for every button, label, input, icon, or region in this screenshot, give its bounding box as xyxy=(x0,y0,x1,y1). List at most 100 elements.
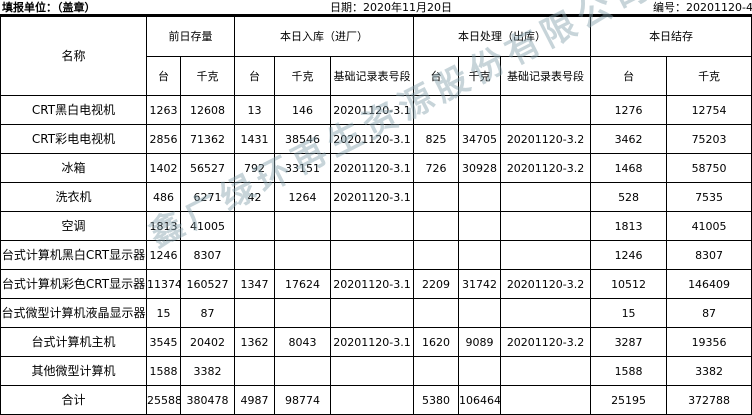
cell-in-units[interactable] xyxy=(234,298,275,328)
cell-prev-units[interactable]: 1402 xyxy=(146,153,181,183)
cell-end-kg[interactable]: 3382 xyxy=(666,356,752,386)
cell-in-record[interactable]: 20201120-3.1 xyxy=(329,153,415,183)
cell-end-kg[interactable]: 8307 xyxy=(666,240,752,270)
cell-out-record[interactable] xyxy=(500,356,592,386)
cell-out-units[interactable] xyxy=(413,356,460,386)
cell-end-units[interactable]: 1468 xyxy=(590,153,668,183)
cell-out-kg[interactable]: 106464 xyxy=(458,385,502,415)
cell-in-kg[interactable]: 98774 xyxy=(274,385,331,415)
cell-in-record[interactable] xyxy=(329,240,415,270)
cell-in-record[interactable] xyxy=(329,211,415,241)
cell-name[interactable]: CRT彩电电视机 xyxy=(0,124,147,154)
cell-end-units[interactable]: 1588 xyxy=(590,356,668,386)
cell-prev-units[interactable]: 1246 xyxy=(146,240,181,270)
cell-out-record[interactable] xyxy=(500,298,592,328)
cell-out-units[interactable] xyxy=(413,298,460,328)
cell-out-kg[interactable]: 9089 xyxy=(458,327,502,357)
cell-in-kg[interactable]: 1264 xyxy=(274,182,331,212)
cell-out-units[interactable]: 5380 xyxy=(413,385,460,415)
cell-in-units[interactable]: 42 xyxy=(234,182,275,212)
cell-in-kg[interactable]: 146 xyxy=(274,95,331,125)
cell-end-units[interactable]: 1813 xyxy=(590,211,668,241)
cell-out-units[interactable] xyxy=(413,95,460,125)
cell-prev-kg[interactable]: 8307 xyxy=(180,240,235,270)
cell-out-record[interactable]: 20201120-3.2 xyxy=(500,153,592,183)
cell-end-kg[interactable]: 7535 xyxy=(666,182,752,212)
cell-out-units[interactable] xyxy=(413,211,460,241)
cell-end-units[interactable]: 3462 xyxy=(590,124,668,154)
cell-prev-units[interactable]: 3545 xyxy=(146,327,181,357)
cell-out-record[interactable]: 20201120-3.2 xyxy=(500,269,592,299)
cell-in-units[interactable]: 1347 xyxy=(234,269,275,299)
cell-name[interactable]: 台式计算机彩色CRT显示器 xyxy=(0,269,147,299)
cell-in-record[interactable] xyxy=(329,385,415,415)
cell-end-units[interactable]: 10512 xyxy=(590,269,668,299)
cell-out-units[interactable]: 2209 xyxy=(413,269,460,299)
cell-in-kg[interactable] xyxy=(274,356,331,386)
cell-prev-kg[interactable]: 20402 xyxy=(180,327,235,357)
cell-in-kg[interactable]: 38546 xyxy=(274,124,331,154)
cell-in-units[interactable]: 1431 xyxy=(234,124,275,154)
cell-out-kg[interactable]: 34705 xyxy=(458,124,502,154)
cell-out-record[interactable]: 20201120-3.2 xyxy=(500,124,592,154)
cell-prev-kg[interactable]: 6271 xyxy=(180,182,235,212)
cell-end-kg[interactable]: 146409 xyxy=(666,269,752,299)
cell-prev-kg[interactable]: 3382 xyxy=(180,356,235,386)
cell-name[interactable]: CRT黑白电视机 xyxy=(0,95,147,125)
cell-end-units[interactable]: 1276 xyxy=(590,95,668,125)
cell-in-kg[interactable]: 33151 xyxy=(274,153,331,183)
cell-out-kg[interactable] xyxy=(458,356,502,386)
cell-out-record[interactable] xyxy=(500,211,592,241)
cell-in-units[interactable]: 4987 xyxy=(234,385,275,415)
cell-in-kg[interactable] xyxy=(274,240,331,270)
cell-prev-units[interactable]: 25588 xyxy=(146,385,181,415)
cell-out-record[interactable] xyxy=(500,95,592,125)
cell-in-units[interactable] xyxy=(234,240,275,270)
cell-prev-kg[interactable]: 87 xyxy=(180,298,235,328)
cell-out-units[interactable]: 825 xyxy=(413,124,460,154)
cell-name[interactable]: 台式计算机黑白CRT显示器 xyxy=(0,240,147,270)
cell-out-record[interactable] xyxy=(500,385,592,415)
cell-name[interactable]: 台式微型计算机液晶显示器 xyxy=(0,298,147,328)
cell-prev-units[interactable]: 1263 xyxy=(146,95,181,125)
cell-out-units[interactable] xyxy=(413,182,460,212)
cell-prev-units[interactable]: 486 xyxy=(146,182,181,212)
cell-out-kg[interactable] xyxy=(458,240,502,270)
cell-out-record[interactable] xyxy=(500,182,592,212)
cell-out-record[interactable] xyxy=(500,240,592,270)
cell-out-units[interactable] xyxy=(413,240,460,270)
cell-in-record[interactable] xyxy=(329,356,415,386)
cell-in-kg[interactable] xyxy=(274,211,331,241)
cell-out-kg[interactable] xyxy=(458,211,502,241)
cell-end-kg[interactable]: 19356 xyxy=(666,327,752,357)
cell-out-units[interactable]: 1620 xyxy=(413,327,460,357)
cell-out-kg[interactable] xyxy=(458,182,502,212)
cell-out-kg[interactable]: 31742 xyxy=(458,269,502,299)
cell-name[interactable]: 其他微型计算机 xyxy=(0,356,147,386)
cell-out-kg[interactable]: 30928 xyxy=(458,153,502,183)
cell-prev-units[interactable]: 2856 xyxy=(146,124,181,154)
cell-name[interactable]: 合计 xyxy=(0,385,147,415)
cell-in-units[interactable]: 1362 xyxy=(234,327,275,357)
cell-in-kg[interactable]: 17624 xyxy=(274,269,331,299)
cell-in-kg[interactable] xyxy=(274,298,331,328)
cell-end-units[interactable]: 25195 xyxy=(590,385,668,415)
cell-end-kg[interactable]: 58750 xyxy=(666,153,752,183)
cell-prev-kg[interactable]: 71362 xyxy=(180,124,235,154)
cell-in-record[interactable]: 20201120-3.1 xyxy=(329,95,415,125)
cell-in-units[interactable]: 13 xyxy=(234,95,275,125)
cell-out-record[interactable]: 20201120-3.2 xyxy=(500,327,592,357)
cell-prev-units[interactable]: 1588 xyxy=(146,356,181,386)
cell-prev-units[interactable]: 15 xyxy=(146,298,181,328)
cell-end-units[interactable]: 3287 xyxy=(590,327,668,357)
cell-name[interactable]: 台式计算机主机 xyxy=(0,327,147,357)
cell-in-units[interactable]: 792 xyxy=(234,153,275,183)
cell-in-record[interactable]: 20201120-3.1 xyxy=(329,182,415,212)
cell-prev-kg[interactable]: 12608 xyxy=(180,95,235,125)
cell-name[interactable]: 洗衣机 xyxy=(0,182,147,212)
cell-prev-kg[interactable]: 380478 xyxy=(180,385,235,415)
cell-end-kg[interactable]: 87 xyxy=(666,298,752,328)
cell-end-units[interactable]: 1246 xyxy=(590,240,668,270)
cell-prev-kg[interactable]: 160527 xyxy=(180,269,235,299)
cell-in-units[interactable] xyxy=(234,356,275,386)
